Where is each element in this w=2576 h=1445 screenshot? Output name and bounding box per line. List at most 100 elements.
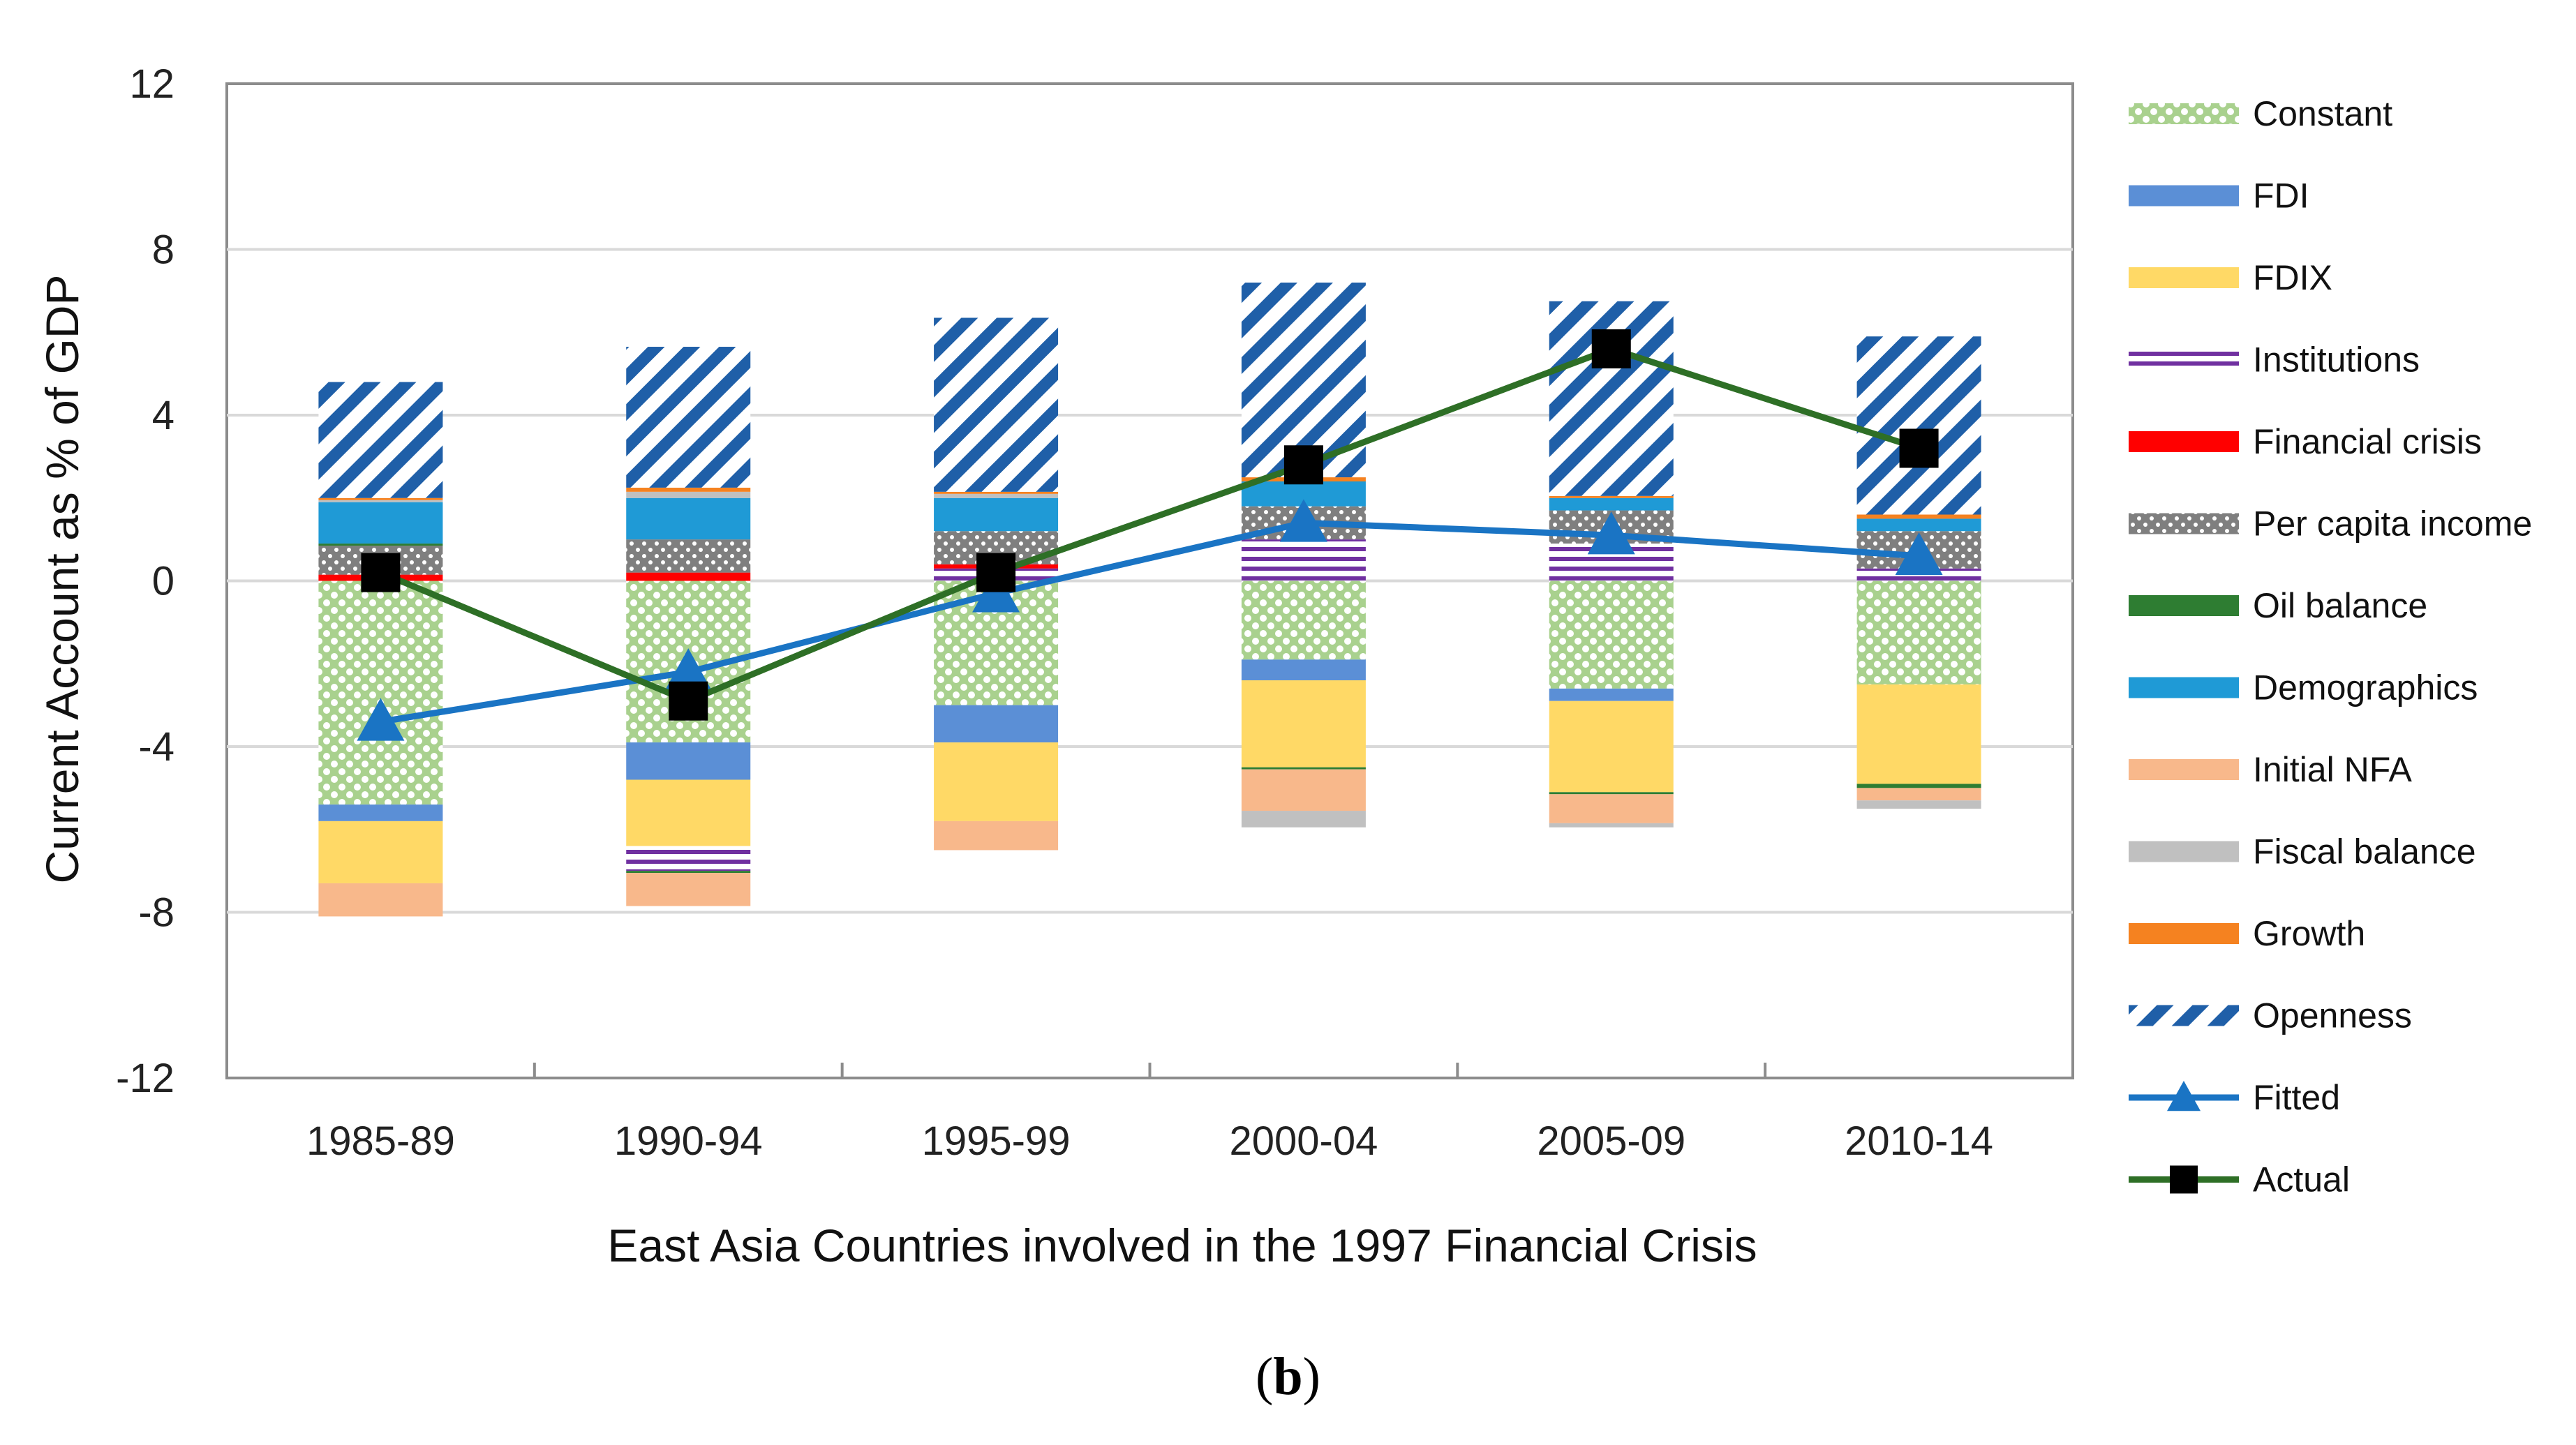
legend-label: Oil balance [2253, 586, 2427, 625]
bar-segment-initial-nfa [1856, 788, 1981, 801]
legend-swatch [2129, 677, 2239, 698]
y-tick-label: 0 [152, 559, 174, 604]
bar-segment-growth [318, 497, 443, 500]
bar-segment-constant [1241, 581, 1366, 660]
caption-label: b [1273, 1347, 1303, 1406]
legend-item-institutions: Institutions [2129, 340, 2420, 380]
legend-item-financial-crisis: Financial crisis [2129, 422, 2482, 461]
legend-item-demographics: Demographics [2129, 668, 2478, 707]
bar-segment-fiscal-balance [318, 500, 443, 502]
bar-segment-growth [1549, 495, 1674, 498]
caption-open: ( [1256, 1347, 1274, 1406]
bar-segment-fdix [1241, 680, 1366, 768]
legend-item-constant: Constant [2129, 94, 2392, 133]
legend-item-openness: Openness [2129, 996, 2412, 1035]
bar-segment-oil-balance [1549, 792, 1674, 795]
bar-segment-openness [1241, 283, 1366, 478]
caption-close: ) [1302, 1347, 1320, 1406]
bar-segment-fdi [934, 705, 1059, 743]
bar-segment-initial-nfa [318, 883, 443, 917]
legend-item-fiscal-balance: Fiscal balance [2129, 832, 2476, 871]
marker-fitted [1587, 511, 1635, 555]
legend-label: Growth [2253, 914, 2365, 953]
y-tick-label: 4 [152, 393, 174, 438]
bar-segment-openness [934, 317, 1059, 492]
legend-item-growth: Growth [2129, 914, 2365, 953]
legend-label: Openness [2253, 996, 2412, 1035]
marker-actual [1899, 428, 1939, 468]
bar-segment-fiscal-balance [1856, 800, 1981, 809]
bar-segment-growth [934, 491, 1059, 494]
line-actual [379, 345, 1920, 705]
legend-swatch [2129, 431, 2239, 452]
legend-label: Initial NFA [2253, 750, 2413, 789]
bar-segment-constant [318, 581, 443, 805]
bar-segment-openness [1856, 336, 1981, 515]
marker-fitted [357, 698, 405, 741]
y-tick-label: -12 [116, 1056, 174, 1101]
legend-item-oil-balance: Oil balance [2129, 586, 2427, 625]
bar-segment-demographics [934, 497, 1059, 532]
legend-item-fitted: Fitted [2129, 1078, 2340, 1117]
bar-segment-fdix [626, 779, 751, 846]
legend-label: Fiscal balance [2253, 832, 2476, 871]
bar-segment-initial-nfa [934, 821, 1059, 851]
legend-label: Per capita income [2253, 504, 2532, 544]
bar-segment-fiscal-balance [934, 493, 1059, 498]
legend-swatch [2129, 513, 2239, 534]
bar-segment-oil-balance [318, 544, 443, 546]
legend-swatch [2129, 349, 2239, 370]
bar-segment-demographics [1856, 518, 1981, 532]
bar-segment-fdix [1549, 701, 1674, 793]
legend-label: Fitted [2253, 1078, 2340, 1117]
bar-segment-fdi [1549, 688, 1674, 701]
gridlines [227, 248, 2073, 914]
legend-label: Actual [2253, 1160, 2350, 1199]
bar-segment-demographics [626, 497, 751, 540]
bar-segment-fdi [626, 742, 751, 780]
bar-segment-constant [1549, 581, 1674, 689]
figure-caption: (b) [0, 1347, 2576, 1407]
bar-segment-fdi [318, 804, 443, 821]
bar-segment-fdix [934, 742, 1059, 821]
bar-segment-fdix [1856, 684, 1981, 784]
x-tick-label: 1990-94 [614, 1118, 763, 1164]
legend-label: FDI [2253, 177, 2309, 216]
bar-segment-oil-balance [626, 871, 751, 874]
bar-segment-growth [1856, 514, 1981, 519]
marker-fitted [1279, 499, 1327, 542]
bar-segment-fdix [318, 821, 443, 883]
bar-segment-openness [318, 382, 443, 498]
y-tick-label: 8 [152, 227, 174, 273]
legend-swatch [2129, 759, 2239, 780]
legend-item-initial-nfa: Initial NFA [2129, 750, 2413, 789]
bar-segment-fiscal-balance [626, 491, 751, 498]
legend-swatch [2129, 103, 2239, 124]
x-tick-label: 2010-14 [1845, 1118, 1993, 1164]
legend-marker [2167, 1081, 2201, 1111]
legend-item-fdix: FDIX [2129, 258, 2332, 297]
legend-swatch [2129, 595, 2239, 616]
legend-label: Constant [2253, 94, 2392, 133]
legend-label: FDIX [2253, 258, 2332, 297]
bar-segment-demographics [1549, 497, 1674, 511]
marker-actual [976, 553, 1016, 592]
legend-marker [2170, 1165, 2198, 1194]
bar-segment-openness [626, 347, 751, 488]
bar-segment-fdi [1241, 659, 1366, 680]
bar-segment-fiscal-balance [1549, 823, 1674, 828]
legend-label: Financial crisis [2253, 422, 2482, 461]
bar-segment-oil-balance [1241, 767, 1366, 770]
bar-segment-initial-nfa [626, 873, 751, 906]
legend-item-actual: Actual [2129, 1160, 2350, 1199]
bar-segment-demographics [318, 502, 443, 544]
bar-segment-initial-nfa [1241, 769, 1366, 811]
bar-segment-oil-balance [1856, 784, 1981, 788]
legend-swatch [2129, 267, 2239, 288]
y-tick-label: -4 [138, 724, 174, 770]
marker-actual [1283, 445, 1323, 485]
legend-item-per-capita-income: Per capita income [2129, 504, 2532, 544]
legend-swatch [2129, 1005, 2239, 1026]
x-tick-label: 1985-89 [306, 1118, 455, 1164]
marker-fitted [664, 648, 713, 691]
